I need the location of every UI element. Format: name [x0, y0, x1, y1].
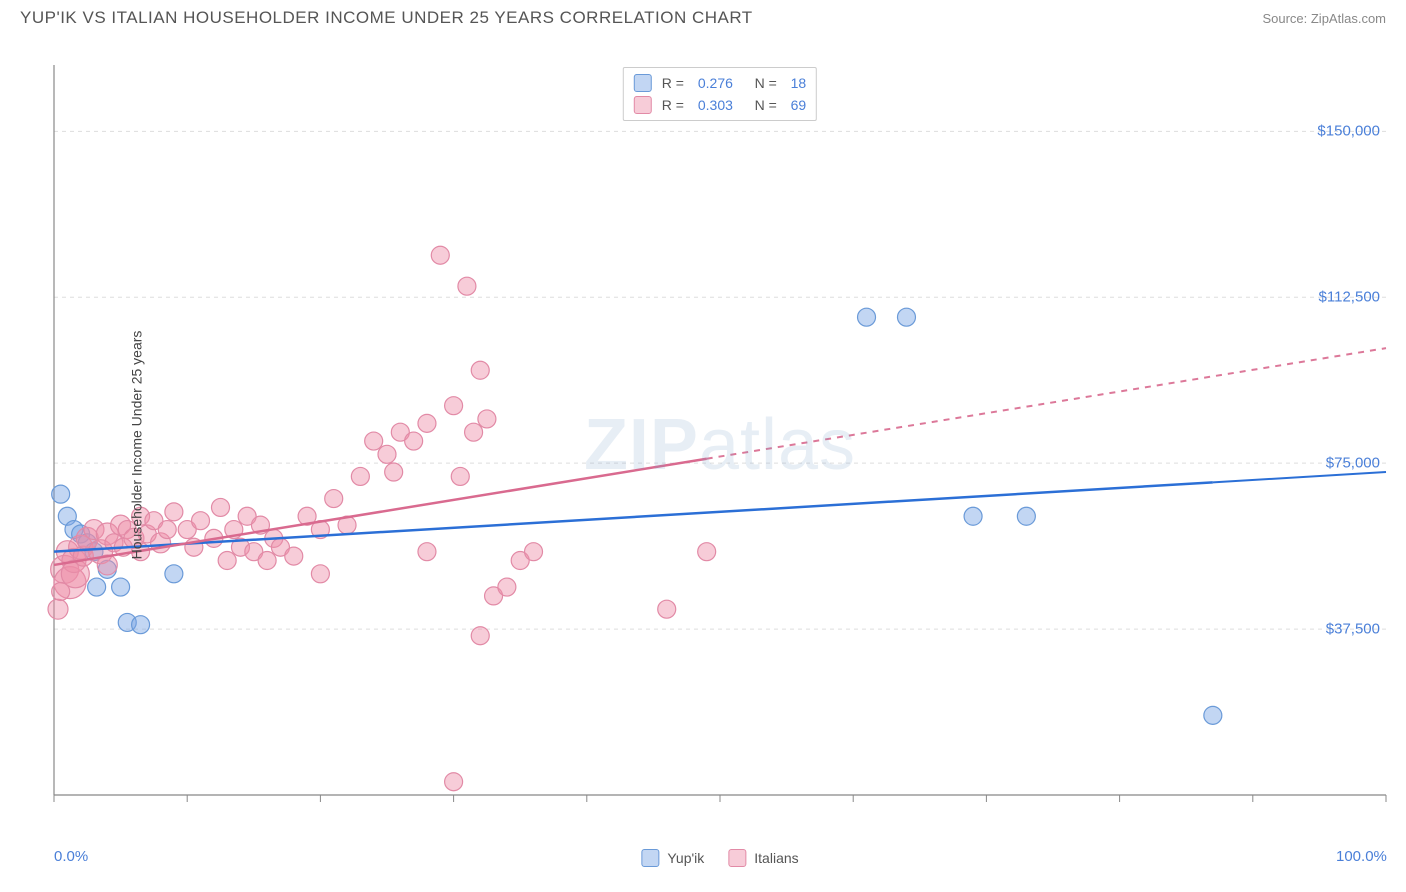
y-tick-label: $112,500 [1319, 289, 1380, 306]
legend-swatch [634, 74, 652, 92]
legend-label: Yup'ik [667, 850, 704, 866]
legend-swatch [641, 849, 659, 867]
legend-swatch [728, 849, 746, 867]
legend-item: Yup'ik [641, 849, 704, 867]
y-tick-label: $150,000 [1317, 123, 1380, 140]
legend-item: Italians [728, 849, 798, 867]
y-axis-label: Householder Income Under 25 years [128, 331, 144, 560]
scatter-chart [50, 55, 1390, 835]
chart-title: YUP'IK VS ITALIAN HOUSEHOLDER INCOME UND… [20, 8, 753, 28]
source-label: Source: ZipAtlas.com [1262, 11, 1386, 26]
stats-row: R = 0.303 N = 69 [634, 94, 806, 116]
y-tick-label: $37,500 [1326, 621, 1380, 638]
x-tick-label: 0.0% [54, 848, 88, 865]
legend-label: Italians [754, 850, 798, 866]
legend-swatch [634, 96, 652, 114]
x-tick-label: 100.0% [1336, 848, 1387, 865]
chart-container: Householder Income Under 25 years ZIPatl… [50, 55, 1390, 835]
y-tick-label: $75,000 [1326, 455, 1380, 472]
bottom-legend: Yup'ik Italians [641, 849, 798, 867]
stats-row: R = 0.276 N = 18 [634, 72, 806, 94]
stats-legend: R = 0.276 N = 18R = 0.303 N = 69 [623, 67, 817, 121]
